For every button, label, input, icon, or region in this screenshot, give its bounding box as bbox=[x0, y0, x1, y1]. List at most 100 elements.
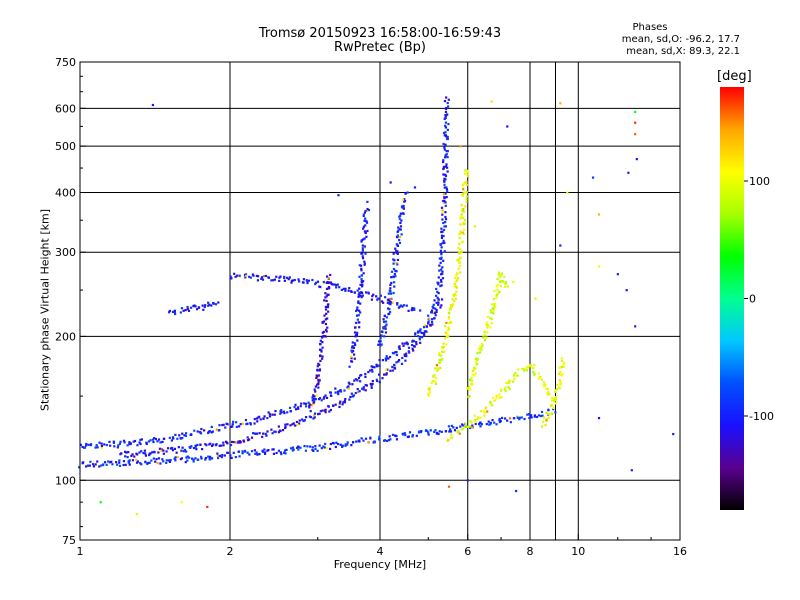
data-point bbox=[138, 451, 141, 454]
data-point bbox=[387, 439, 391, 442]
data-point bbox=[222, 423, 225, 426]
data-point bbox=[504, 281, 507, 284]
data-point bbox=[357, 314, 360, 317]
data-point bbox=[384, 368, 388, 372]
data-point bbox=[255, 274, 258, 278]
data-point bbox=[491, 307, 495, 310]
data-point bbox=[323, 314, 326, 317]
data-point bbox=[299, 446, 302, 449]
data-point bbox=[386, 368, 389, 371]
data-point bbox=[344, 443, 347, 446]
data-point bbox=[209, 455, 212, 458]
data-point bbox=[218, 454, 221, 457]
data-point bbox=[443, 196, 446, 199]
data-point bbox=[466, 173, 469, 177]
data-point bbox=[508, 380, 512, 383]
data-point bbox=[212, 443, 215, 446]
data-point bbox=[348, 398, 351, 401]
data-point bbox=[184, 432, 188, 435]
data-point bbox=[283, 449, 287, 452]
data-point bbox=[438, 358, 441, 362]
data-point bbox=[431, 380, 435, 383]
data-point bbox=[359, 311, 362, 314]
data-point bbox=[79, 443, 82, 446]
data-point bbox=[437, 298, 440, 301]
data-point bbox=[433, 299, 436, 302]
data-point bbox=[378, 358, 381, 362]
data-point bbox=[493, 421, 496, 424]
data-point bbox=[458, 258, 461, 261]
data-point bbox=[442, 131, 446, 135]
data-point bbox=[307, 401, 310, 404]
data-point bbox=[325, 299, 328, 303]
data-point bbox=[331, 283, 334, 286]
data-point bbox=[465, 183, 469, 186]
data-point bbox=[321, 346, 324, 349]
data-point bbox=[308, 404, 311, 407]
data-point bbox=[462, 232, 465, 236]
data-point bbox=[446, 156, 449, 159]
data-point bbox=[181, 436, 184, 440]
data-point bbox=[246, 451, 249, 454]
data-point bbox=[361, 295, 364, 298]
data-point bbox=[418, 430, 421, 433]
data-point bbox=[319, 285, 322, 289]
data-point bbox=[434, 367, 437, 370]
data-point bbox=[560, 374, 563, 377]
data-point bbox=[458, 261, 461, 264]
data-point bbox=[352, 353, 356, 356]
data-point bbox=[439, 261, 442, 264]
data-point bbox=[446, 170, 449, 173]
data-point bbox=[465, 200, 468, 203]
data-point bbox=[504, 390, 507, 393]
data-point bbox=[354, 343, 357, 347]
data-point bbox=[166, 447, 170, 450]
data-point bbox=[370, 365, 373, 368]
data-point bbox=[358, 287, 361, 290]
data-point bbox=[253, 422, 256, 425]
data-point bbox=[517, 368, 520, 371]
data-point bbox=[520, 416, 523, 419]
data-point bbox=[357, 300, 360, 303]
data-point bbox=[471, 424, 474, 427]
data-point bbox=[444, 174, 448, 178]
data-point bbox=[443, 179, 446, 182]
data-point bbox=[364, 217, 367, 220]
data-point bbox=[444, 134, 447, 137]
data-point bbox=[192, 458, 195, 461]
data-point bbox=[322, 330, 325, 333]
data-point bbox=[277, 449, 281, 452]
data-point bbox=[347, 387, 351, 390]
data-point bbox=[356, 318, 359, 321]
data-point bbox=[458, 432, 461, 435]
data-point bbox=[385, 316, 388, 319]
data-point bbox=[493, 304, 496, 307]
data-point bbox=[454, 285, 457, 288]
data-point bbox=[364, 291, 368, 294]
data-point bbox=[103, 443, 106, 446]
data-point bbox=[300, 418, 304, 421]
data-point bbox=[328, 410, 331, 413]
colorbar-tick-label: -100 bbox=[749, 410, 774, 423]
data-point bbox=[431, 323, 434, 326]
data-point bbox=[358, 390, 361, 393]
data-point bbox=[323, 396, 326, 399]
data-point bbox=[354, 326, 357, 329]
data-point bbox=[382, 326, 385, 329]
x-tick-label: 8 bbox=[527, 545, 534, 558]
data-point bbox=[498, 396, 501, 399]
data-point bbox=[389, 287, 392, 290]
data-point bbox=[111, 463, 114, 466]
data-point bbox=[272, 279, 275, 282]
data-point bbox=[390, 276, 393, 279]
x-tick-label: 10 bbox=[571, 545, 585, 558]
data-point bbox=[185, 450, 188, 453]
data-point bbox=[157, 438, 161, 441]
data-point bbox=[287, 278, 290, 281]
data-point bbox=[162, 460, 165, 463]
data-point bbox=[327, 405, 330, 408]
data-point bbox=[403, 353, 406, 356]
data-point bbox=[391, 351, 395, 355]
data-point bbox=[317, 362, 320, 365]
data-point bbox=[377, 297, 380, 300]
